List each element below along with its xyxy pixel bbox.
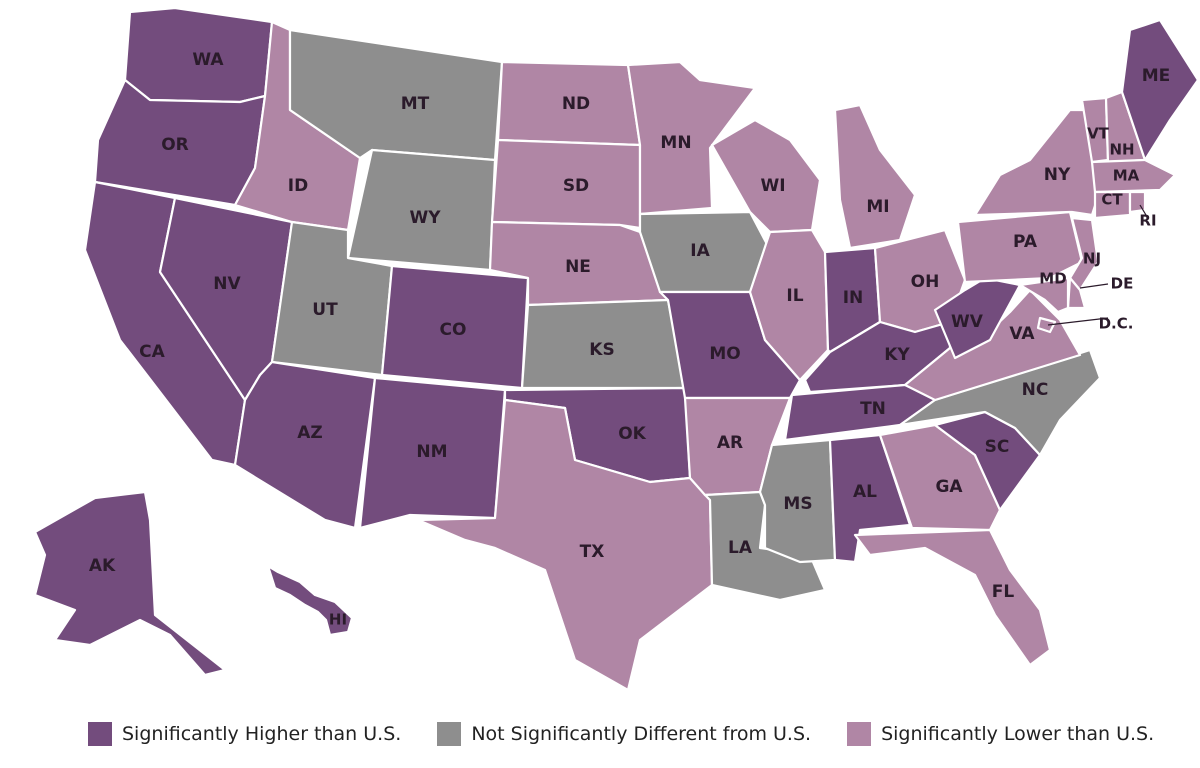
state-label-md: MD [1039, 270, 1066, 288]
state-sd[interactable] [490, 138, 642, 230]
state-fl[interactable] [853, 528, 1052, 667]
state-ma[interactable] [1090, 158, 1177, 194]
state-nm[interactable] [358, 376, 507, 530]
legend-item-lower: Significantly Lower than U.S. [847, 722, 1154, 746]
state-label-nv: NV [213, 274, 241, 294]
state-label-ok: OK [618, 424, 646, 444]
state-label-la: LA [728, 538, 753, 558]
state-label-nj: NJ [1083, 250, 1101, 268]
state-mi[interactable] [833, 103, 917, 250]
state-label-il: IL [786, 286, 803, 306]
state-label-wv: WV [951, 312, 984, 332]
state-label-ca: CA [139, 342, 165, 362]
state-label-nd: ND [562, 94, 590, 114]
state-label-mt: MT [401, 94, 430, 114]
legend-item-not-different: Not Significantly Different from U.S. [437, 722, 811, 746]
state-label-ga: GA [935, 477, 963, 497]
state-label-mo: MO [709, 344, 740, 364]
state-az[interactable] [233, 360, 377, 530]
legend-swatch-not-different [437, 722, 462, 746]
state-label-ks: KS [589, 340, 614, 360]
state-label-ms: MS [783, 494, 812, 514]
state-dc[interactable] [1036, 316, 1057, 334]
state-label-co: CO [440, 320, 467, 340]
state-label-tx: TX [580, 542, 605, 562]
state-label-in: IN [843, 288, 864, 308]
state-label-wi: WI [760, 176, 785, 196]
state-label-va: VA [1009, 324, 1035, 344]
state-label-ar: AR [717, 433, 743, 453]
state-label-vt: VT [1087, 125, 1110, 143]
state-label-ny: NY [1044, 165, 1071, 185]
state-label-mi: MI [866, 197, 889, 217]
legend-item-higher: Significantly Higher than U.S. [88, 722, 401, 746]
state-label-nh: NH [1109, 141, 1134, 159]
state-label-ut: UT [312, 300, 338, 320]
legend-label-higher: Significantly Higher than U.S. [122, 723, 402, 745]
state-labels: WA OR CA NV ID MT WY UT AZ CO NM ND SD N… [89, 50, 1170, 629]
state-ct[interactable] [1093, 190, 1132, 220]
state-label-mn: MN [660, 133, 691, 153]
state-label-ma: MA [1113, 167, 1140, 185]
state-label-oh: OH [911, 272, 940, 292]
state-wi[interactable] [710, 118, 822, 234]
state-label-nm: NM [416, 442, 447, 462]
state-label-nc: NC [1022, 380, 1049, 400]
state-label-sc: SC [985, 437, 1010, 457]
state-label-ia: IA [690, 241, 710, 261]
leader-dc [1047, 317, 1109, 326]
state-label-id: ID [288, 176, 308, 196]
state-label-ky: KY [884, 345, 910, 365]
leader-de [1079, 283, 1109, 289]
state-ny[interactable] [973, 108, 1102, 217]
state-label-ak: AK [89, 556, 116, 576]
legend-label-lower: Significantly Lower than U.S. [881, 723, 1155, 745]
state-ak[interactable] [33, 490, 227, 677]
state-il[interactable] [748, 228, 830, 382]
state-shapes [33, 6, 1200, 692]
state-label-hi: HI [329, 611, 347, 629]
state-label-me: ME [1142, 66, 1171, 86]
label-leader-lines [1047, 204, 1147, 326]
state-mn[interactable] [626, 60, 757, 216]
state-label-tn: TN [860, 399, 886, 419]
state-label-or: OR [161, 135, 189, 155]
state-label-fl: FL [992, 582, 1015, 602]
state-hi[interactable] [266, 564, 354, 637]
state-label-al: AL [853, 482, 877, 502]
state-label-de: DE [1111, 275, 1134, 293]
state-label-sd: SD [563, 176, 589, 196]
state-md[interactable] [1018, 276, 1070, 314]
state-label-dc: D.C. [1099, 315, 1134, 333]
state-label-az: AZ [297, 423, 322, 443]
legend-swatch-lower [847, 722, 872, 746]
state-label-ne: NE [565, 257, 591, 277]
legend-swatch-higher [88, 722, 112, 746]
state-label-ri: RI [1139, 212, 1156, 230]
state-tx[interactable] [416, 398, 714, 692]
leader-ri [1139, 204, 1147, 216]
state-label-wy: WY [409, 208, 441, 228]
state-label-ct: CT [1101, 191, 1123, 209]
legend-label-not-different: Not Significantly Different from U.S. [471, 723, 812, 745]
state-label-pa: PA [1013, 232, 1038, 252]
map-legend: Significantly Higher than U.S. Not Signi… [88, 722, 1154, 746]
state-label-wa: WA [192, 50, 224, 70]
